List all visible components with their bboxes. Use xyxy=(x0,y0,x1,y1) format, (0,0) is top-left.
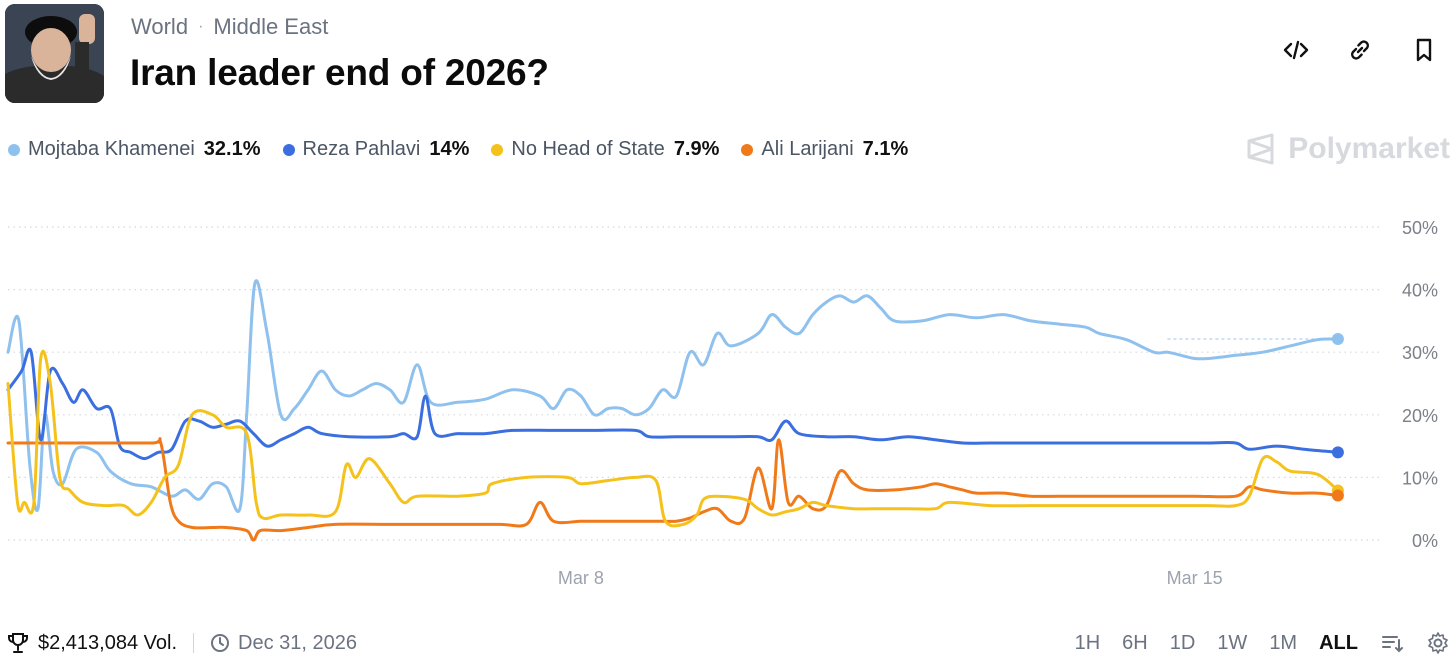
series-layer xyxy=(6,279,1344,542)
market-image xyxy=(5,4,104,103)
legend-label: No Head of State xyxy=(511,138,665,160)
legend-dot xyxy=(491,143,504,156)
range-all[interactable]: ALL xyxy=(1319,631,1358,654)
legend-label: Reza Pahlavi xyxy=(302,138,421,160)
end-date-value: Dec 31, 2026 xyxy=(238,631,357,654)
breadcrumb-middle-east[interactable]: Middle East xyxy=(213,14,329,39)
breadcrumb: World · Middle East xyxy=(131,14,328,40)
legend-dot xyxy=(741,143,754,156)
portrait-image xyxy=(5,4,104,103)
range-1h[interactable]: 1H xyxy=(1074,631,1101,654)
settings-gear-icon[interactable] xyxy=(1426,631,1450,655)
bookmark-icon[interactable] xyxy=(1410,36,1438,64)
legend-label: Mojtaba Khamenei xyxy=(28,138,195,160)
trophy-icon xyxy=(8,633,28,653)
range-1d[interactable]: 1D xyxy=(1169,631,1196,654)
y-tick-label: 10% xyxy=(1402,468,1438,488)
legend-item-mojtaba-khamenei[interactable]: Mojtaba Khamenei 32.1% xyxy=(8,138,261,161)
legend-label: Ali Larijani xyxy=(761,138,854,160)
legend-value: 7.1% xyxy=(862,138,909,160)
polymarket-watermark: Polymarket xyxy=(1244,132,1450,166)
legend-item-ali-larijani[interactable]: Ali Larijani 7.1% xyxy=(741,138,908,161)
legend-item-reza-pahlavi[interactable]: Reza Pahlavi 14% xyxy=(282,138,470,161)
legend-dot xyxy=(282,143,295,156)
clock-icon xyxy=(211,634,230,652)
y-tick-label: 50% xyxy=(1402,218,1438,238)
grid-layer xyxy=(8,226,1380,541)
range-1w[interactable]: 1W xyxy=(1217,631,1248,654)
brand-name: Polymarket xyxy=(1288,132,1450,165)
y-tick-label: 0% xyxy=(1412,531,1438,551)
price-chart[interactable]: 0% 10% 20% 30% 40% 50% Mar 8 Mar 15 xyxy=(0,200,1456,600)
footer-divider xyxy=(193,633,195,653)
footer-bar: $2,413,084 Vol. Dec 31, 2026 1H 6H 1D 1W… xyxy=(6,628,1450,658)
breadcrumb-world[interactable]: World xyxy=(131,14,189,39)
end-date: Dec 31, 2026 xyxy=(210,632,357,655)
x-tick-label: Mar 8 xyxy=(558,568,604,588)
endpoint-mojtaba-khamenei xyxy=(1331,333,1344,346)
legend-value: 14% xyxy=(429,138,470,160)
series-line-no-head-of-state xyxy=(6,349,1340,528)
page-title: Iran leader end of 2026? xyxy=(130,52,549,93)
series-line-ali-larijani xyxy=(6,437,1340,542)
axis-layer: 0% 10% 20% 30% 40% 50% Mar 8 Mar 15 xyxy=(558,218,1438,588)
x-tick-label: Mar 15 xyxy=(1167,568,1223,588)
endpoint-reza-pahlavi xyxy=(1331,446,1344,459)
y-tick-label: 30% xyxy=(1402,343,1438,363)
range-6h[interactable]: 6H xyxy=(1122,631,1148,654)
chart-legend: Mojtaba Khamenei 32.1% Reza Pahlavi 14% … xyxy=(8,138,930,161)
polymarket-logo-icon xyxy=(1247,133,1274,165)
range-1m[interactable]: 1M xyxy=(1269,631,1298,654)
header-actions xyxy=(1282,36,1438,64)
time-range-selector: 1H 6H 1D 1W 1M ALL xyxy=(1075,631,1450,655)
embed-code-icon[interactable] xyxy=(1282,36,1310,64)
breadcrumb-separator: · xyxy=(198,18,204,35)
endpoint-ali-larijani xyxy=(1331,489,1344,502)
legend-item-no-head-of-state[interactable]: No Head of State 7.9% xyxy=(491,138,719,161)
legend-value: 7.9% xyxy=(673,138,720,160)
sort-lines-icon[interactable] xyxy=(1380,631,1404,655)
y-tick-label: 40% xyxy=(1402,281,1438,301)
volume-value: $2,413,084 Vol. xyxy=(38,631,178,654)
legend-value: 32.1% xyxy=(203,138,261,160)
link-icon[interactable] xyxy=(1346,36,1374,64)
series-line-mojtaba-khamenei xyxy=(6,279,1340,513)
y-tick-label: 20% xyxy=(1402,406,1438,426)
legend-dot xyxy=(8,143,20,156)
series-line-reza-pahlavi xyxy=(6,347,1340,461)
